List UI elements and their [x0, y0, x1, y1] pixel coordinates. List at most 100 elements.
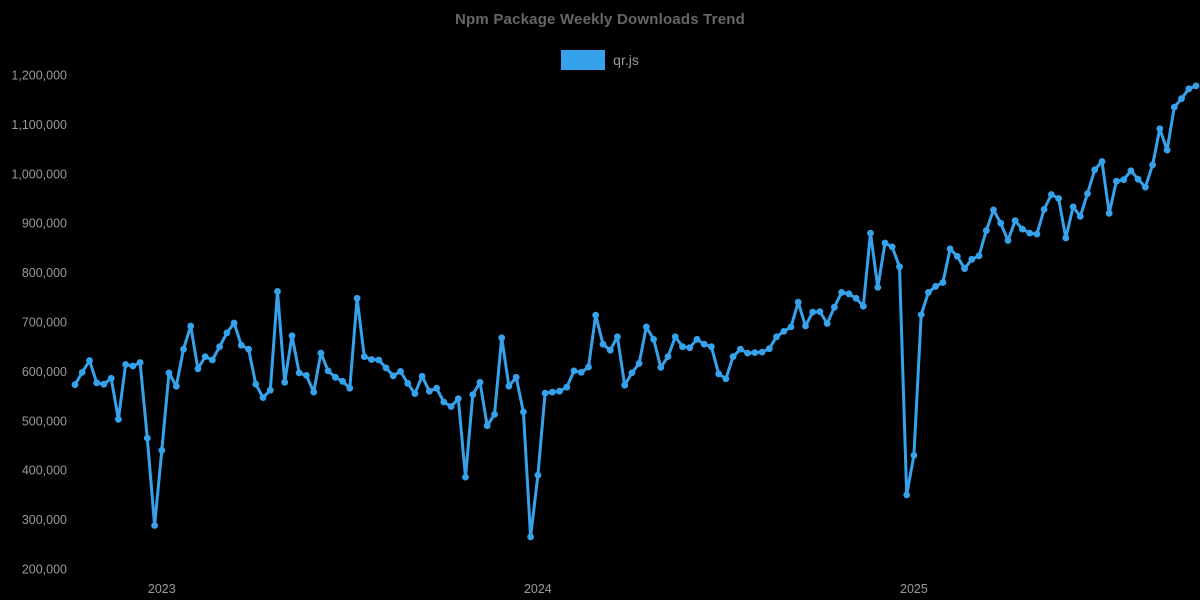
data-point[interactable]: [722, 375, 730, 383]
data-point[interactable]: [953, 252, 961, 260]
data-point[interactable]: [1091, 166, 1099, 174]
data-point[interactable]: [440, 398, 448, 406]
data-point[interactable]: [491, 411, 498, 418]
data-point[interactable]: [686, 344, 694, 352]
data-point[interactable]: [180, 345, 187, 353]
data-point[interactable]: [266, 386, 274, 394]
data-point[interactable]: [1048, 191, 1055, 198]
data-point[interactable]: [93, 379, 101, 387]
data-point[interactable]: [71, 381, 79, 389]
data-point[interactable]: [859, 302, 867, 310]
data-point[interactable]: [794, 298, 802, 306]
data-point[interactable]: [910, 452, 918, 459]
data-point[interactable]: [165, 369, 173, 377]
data-point[interactable]: [809, 308, 817, 316]
data-point[interactable]: [397, 368, 404, 375]
data-point[interactable]: [252, 380, 260, 388]
data-point[interactable]: [209, 356, 216, 364]
data-point[interactable]: [274, 288, 281, 295]
legend-item-qrjs[interactable]: qr.js: [0, 50, 1200, 70]
data-point[interactable]: [324, 367, 332, 375]
data-point[interactable]: [1033, 230, 1041, 238]
data-point[interactable]: [418, 372, 426, 380]
data-point[interactable]: [917, 311, 925, 318]
data-point[interactable]: [1055, 195, 1062, 202]
data-point[interactable]: [245, 345, 253, 353]
data-point[interactable]: [447, 403, 455, 410]
data-point[interactable]: [765, 345, 773, 353]
data-point[interactable]: [1069, 203, 1077, 211]
data-point[interactable]: [592, 311, 600, 319]
data-point[interactable]: [946, 245, 954, 253]
data-point[interactable]: [1113, 177, 1120, 185]
data-point[interactable]: [1019, 225, 1026, 233]
data-point[interactable]: [520, 408, 527, 416]
data-point[interactable]: [143, 434, 151, 442]
data-point[interactable]: [107, 374, 115, 382]
data-point[interactable]: [961, 265, 968, 272]
data-point[interactable]: [823, 320, 831, 327]
data-point[interactable]: [693, 335, 701, 343]
data-point[interactable]: [288, 332, 296, 340]
data-point[interactable]: [136, 359, 144, 366]
data-point[interactable]: [303, 372, 310, 379]
data-point[interactable]: [172, 382, 180, 390]
data-point[interactable]: [346, 384, 354, 392]
data-point[interactable]: [194, 365, 202, 373]
data-point[interactable]: [310, 388, 318, 396]
data-point[interactable]: [469, 391, 477, 398]
data-point[interactable]: [939, 279, 947, 286]
data-point[interactable]: [527, 533, 534, 541]
data-point[interactable]: [1120, 176, 1128, 184]
data-point[interactable]: [389, 372, 397, 380]
data-point[interactable]: [1192, 82, 1200, 90]
data-point[interactable]: [715, 370, 723, 378]
data-point[interactable]: [968, 255, 976, 263]
data-point[interactable]: [642, 323, 650, 331]
data-point[interactable]: [230, 319, 238, 327]
data-point[interactable]: [1170, 103, 1178, 111]
data-point[interactable]: [382, 364, 390, 372]
data-point[interactable]: [368, 356, 375, 363]
data-point[interactable]: [773, 333, 780, 341]
data-point[interactable]: [650, 335, 657, 343]
data-point[interactable]: [548, 388, 556, 396]
data-point[interactable]: [729, 353, 737, 360]
data-point[interactable]: [505, 382, 513, 390]
data-point[interactable]: [512, 373, 520, 381]
data-point[interactable]: [201, 353, 209, 360]
data-point[interactable]: [780, 328, 788, 335]
data-point[interactable]: [78, 369, 86, 376]
data-point[interactable]: [577, 369, 585, 376]
data-point[interactable]: [151, 522, 159, 529]
data-point[interactable]: [454, 395, 462, 402]
data-point[interactable]: [700, 340, 708, 348]
data-point[interactable]: [606, 346, 614, 354]
data-point[interactable]: [1178, 95, 1185, 103]
data-point[interactable]: [1026, 229, 1034, 237]
data-point[interactable]: [664, 353, 672, 360]
data-point[interactable]: [129, 362, 137, 370]
data-point[interactable]: [679, 343, 686, 351]
data-point[interactable]: [838, 289, 845, 296]
data-point[interactable]: [433, 384, 440, 392]
data-point[interactable]: [187, 322, 195, 330]
data-point[interactable]: [1062, 234, 1070, 242]
data-point[interactable]: [216, 343, 224, 351]
data-point[interactable]: [751, 349, 759, 356]
data-point[interactable]: [903, 491, 911, 499]
data-point[interactable]: [867, 229, 874, 237]
data-point[interactable]: [360, 353, 368, 360]
data-point[interactable]: [874, 284, 882, 291]
data-point[interactable]: [476, 378, 484, 386]
data-point[interactable]: [585, 363, 592, 371]
data-point[interactable]: [816, 308, 824, 315]
data-point[interactable]: [990, 206, 997, 214]
data-point[interactable]: [86, 357, 93, 364]
data-point[interactable]: [925, 289, 932, 296]
data-point[interactable]: [1076, 212, 1084, 220]
data-point[interactable]: [1185, 85, 1193, 93]
data-point[interactable]: [845, 290, 853, 298]
data-point[interactable]: [635, 360, 643, 367]
data-point[interactable]: [1156, 125, 1164, 133]
